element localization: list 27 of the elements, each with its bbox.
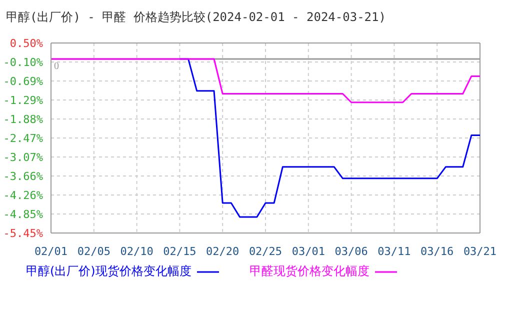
x-tick-label: 02/10 (120, 244, 154, 258)
legend-label: 甲醛现货价格变化幅度 (249, 263, 370, 280)
x-tick-label: 03/11 (378, 244, 411, 258)
x-tick-label: 02/05 (77, 244, 110, 258)
x-tick-label: 03/06 (334, 244, 368, 258)
y-tick-label: -0.69% (3, 75, 44, 88)
x-tick-label: 02/01 (34, 244, 68, 258)
legend-label: 甲醇(出厂价)现货价格变化幅度 (26, 263, 192, 280)
x-tick-label: 03/21 (463, 244, 497, 258)
y-tick-label: -4.85% (3, 208, 44, 221)
x-tick-label: 02/20 (206, 244, 240, 258)
chart-title: 甲醇(出厂价) - 甲醛 价格趋势比较(2024-02-01 - 2024-03-21) (5, 9, 387, 26)
ref-line-label: 0 (54, 61, 59, 72)
y-tick-label: -3.66% (3, 170, 44, 183)
y-tick-label: -1.88% (3, 113, 44, 126)
x-tick-label: 02/25 (248, 244, 282, 258)
x-tick-label: 02/15 (163, 244, 196, 258)
y-tick-label: -5.45% (3, 227, 44, 240)
line-series (51, 58, 480, 104)
x-tick-label: 03/01 (292, 244, 325, 258)
y-tick-label: 0.50% (10, 37, 44, 50)
y-tick-label: -1.29% (3, 94, 44, 107)
x-tick-label: 03/16 (420, 244, 454, 258)
y-tick-label: -4.26% (3, 189, 44, 202)
y-tick-label: -2.47% (3, 132, 44, 145)
y-tick-label: -0.10% (3, 56, 44, 69)
y-tick-label: -3.07% (3, 151, 44, 164)
